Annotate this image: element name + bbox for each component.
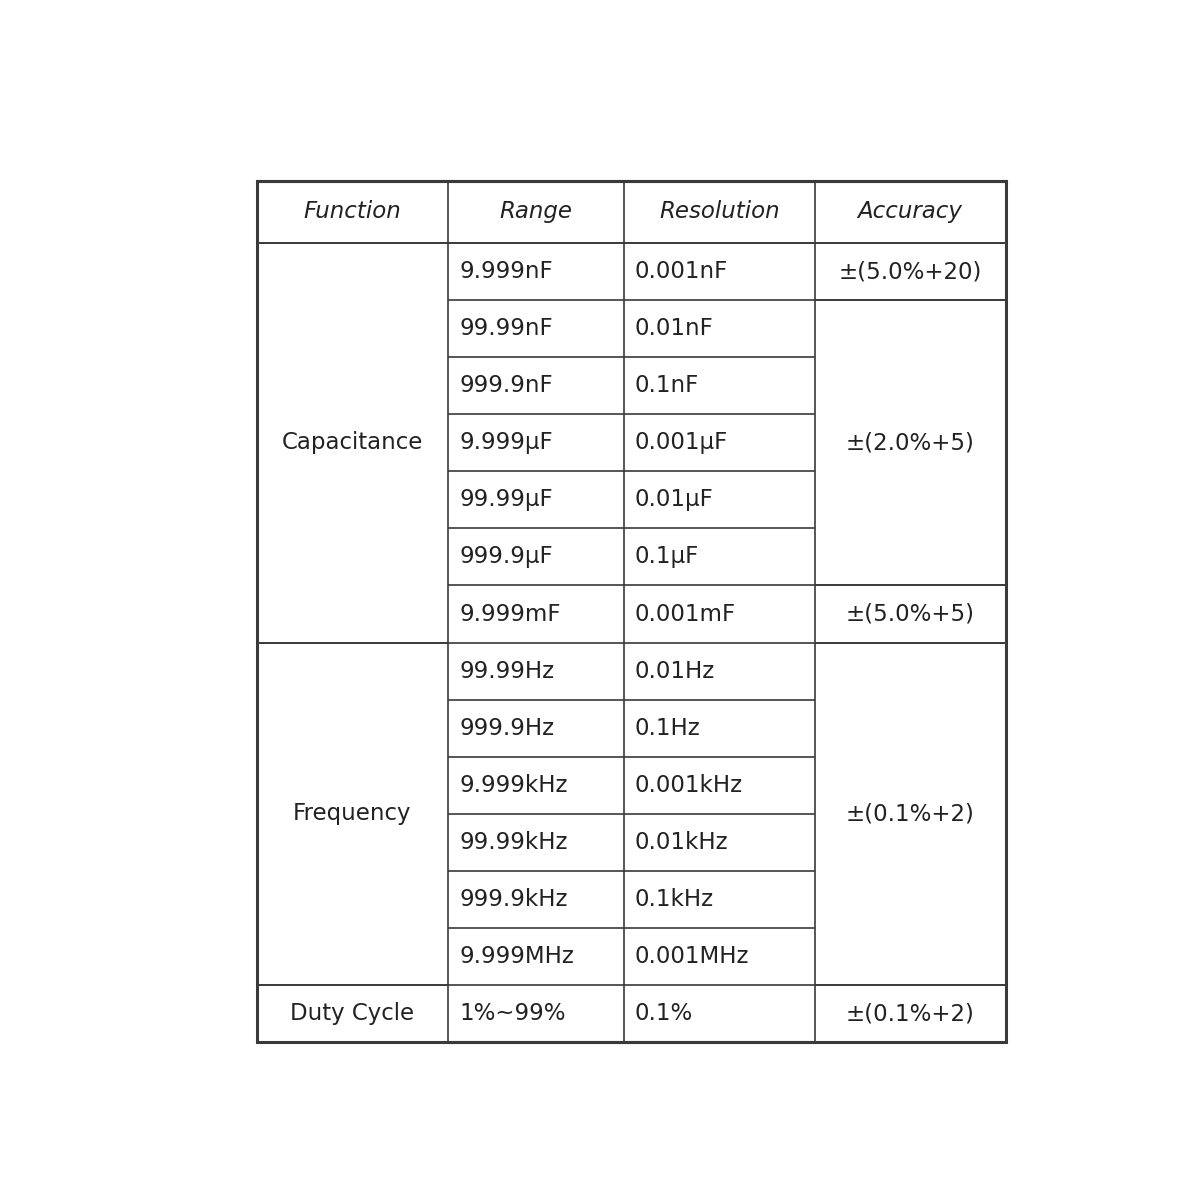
Text: Frequency: Frequency (293, 803, 412, 826)
Text: 999.9nF: 999.9nF (460, 374, 553, 397)
Text: 0.001μF: 0.001μF (635, 431, 728, 455)
Text: 9.999mF: 9.999mF (460, 602, 560, 625)
Text: 0.001nF: 0.001nF (635, 260, 728, 283)
Text: Duty Cycle: Duty Cycle (290, 1002, 414, 1025)
Text: 9.999μF: 9.999μF (460, 431, 553, 455)
Text: 9.999kHz: 9.999kHz (460, 774, 568, 797)
Text: Capacitance: Capacitance (282, 431, 424, 455)
Text: 99.99μF: 99.99μF (460, 488, 553, 511)
Text: 0.1μF: 0.1μF (635, 546, 700, 569)
Text: ±(2.0%+5): ±(2.0%+5) (846, 431, 974, 455)
Text: 999.9μF: 999.9μF (460, 546, 553, 569)
Text: 0.1Hz: 0.1Hz (635, 716, 701, 739)
Text: 0.01kHz: 0.01kHz (635, 830, 728, 854)
Text: Range: Range (499, 200, 572, 223)
Text: 999.9Hz: 999.9Hz (460, 716, 554, 739)
Bar (257, 181, 1006, 1042)
Text: ±(0.1%+2): ±(0.1%+2) (846, 803, 974, 826)
Text: ±(5.0%+20): ±(5.0%+20) (839, 260, 982, 283)
Text: ±(0.1%+2): ±(0.1%+2) (846, 1002, 974, 1025)
Text: Function: Function (304, 200, 401, 223)
Text: Resolution: Resolution (659, 200, 780, 223)
Text: 9.999nF: 9.999nF (460, 260, 553, 283)
Text: 0.001MHz: 0.001MHz (635, 946, 750, 968)
Text: 0.01Hz: 0.01Hz (635, 660, 715, 683)
Text: 9.999MHz: 9.999MHz (460, 946, 574, 968)
Text: 0.1kHz: 0.1kHz (635, 888, 714, 911)
Text: 0.001mF: 0.001mF (635, 602, 736, 625)
Text: 0.01μF: 0.01μF (635, 488, 714, 511)
Text: 0.1nF: 0.1nF (635, 374, 700, 397)
Text: 0.1%: 0.1% (635, 1002, 694, 1025)
Text: 0.01nF: 0.01nF (635, 317, 714, 340)
Text: 1%~99%: 1%~99% (460, 1002, 565, 1025)
Text: 99.99kHz: 99.99kHz (460, 830, 568, 854)
Text: 0.001kHz: 0.001kHz (635, 774, 743, 797)
Text: 99.99nF: 99.99nF (460, 317, 553, 340)
Text: 99.99Hz: 99.99Hz (460, 660, 554, 683)
Text: Accuracy: Accuracy (858, 200, 962, 223)
Text: 999.9kHz: 999.9kHz (460, 888, 568, 911)
Text: ±(5.0%+5): ±(5.0%+5) (846, 602, 974, 625)
